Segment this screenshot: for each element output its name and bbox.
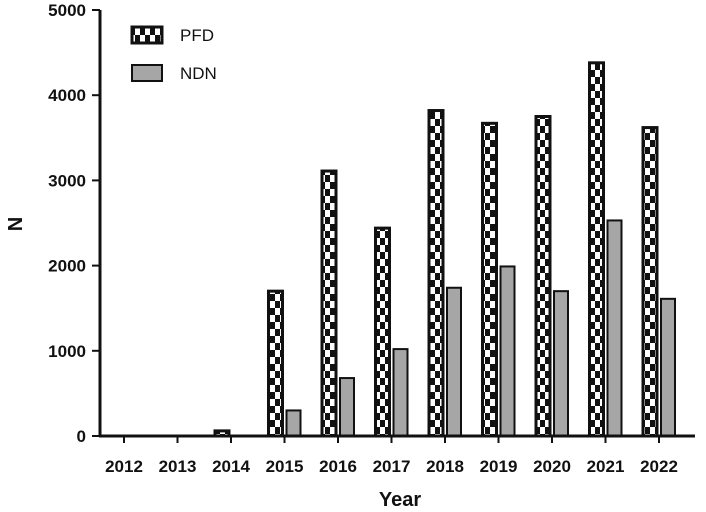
y-tick-label: 2000 [48, 257, 86, 276]
bar-pfd-2021 [588, 61, 605, 438]
legend-swatch-pfd [130, 25, 164, 45]
bar-pfd-2018 [427, 109, 445, 438]
x-tick-label: 2020 [533, 457, 571, 476]
bar-ndn-2016 [339, 377, 355, 437]
y-tick-label: 1000 [48, 342, 86, 361]
y-tick-label: 4000 [48, 86, 86, 105]
bar-pfd-2019 [481, 121, 498, 438]
bar-ndn-2021 [606, 219, 623, 437]
x-tick-label: 2018 [426, 457, 464, 476]
x-tick-label: 2021 [587, 457, 625, 476]
axes-group: 2012 2013 2014 2015 2016 2017 2018 2019 2020 2021… [48, 1, 695, 476]
x-tick-label: 2019 [480, 457, 518, 476]
x-tick-label: 2017 [373, 457, 411, 476]
y-tick-label: 5000 [48, 1, 86, 20]
bar-ndn-2018 [446, 286, 462, 438]
bar-pfd-2022 [641, 126, 659, 438]
bar-ndn-2017 [392, 348, 409, 438]
legend-swatch-ndn [131, 64, 163, 82]
x-tick-label: 2014 [212, 457, 250, 476]
legend-label-pfd: PFD [180, 26, 214, 45]
bar-pfd-2016 [320, 169, 338, 438]
x-tick-label: 2016 [319, 457, 357, 476]
x-tick-label: 2022 [640, 457, 678, 476]
y-tick-label: 3000 [48, 171, 86, 190]
bar-ndn-2022 [660, 297, 676, 437]
y-axis-title: N [5, 217, 27, 231]
bar-ndn-2019 [499, 265, 516, 437]
x-axis-title: Year [379, 489, 421, 511]
x-tick-label: 2012 [105, 457, 143, 476]
bar-pfd-2017 [374, 226, 391, 438]
x-tick-label: 2013 [159, 457, 197, 476]
bar-pfd-2020 [534, 115, 552, 438]
bars-group [213, 61, 676, 438]
bar-ndn-2015 [285, 409, 302, 438]
legend-label-ndn: NDN [180, 64, 217, 83]
bar-pfd-2015 [267, 289, 284, 438]
bar-ndn-2020 [553, 290, 569, 437]
x-tick-label: 2015 [266, 457, 304, 476]
y-tick-label: 0 [77, 427, 86, 446]
legend: PFD NDN [130, 25, 217, 83]
